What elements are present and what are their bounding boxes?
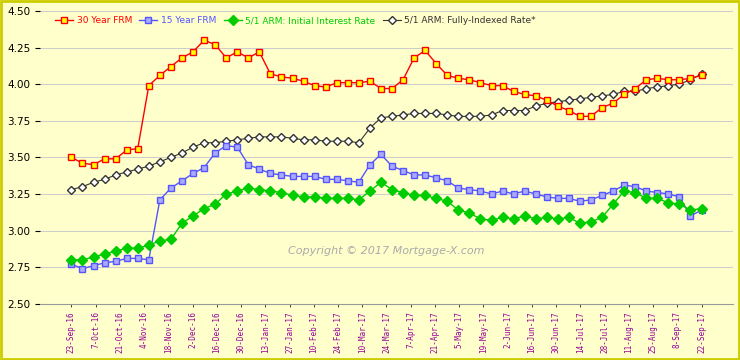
30 Year FRM: [200, 38, 209, 42]
5/1 ARM: Initial Interest Rate: (43, 3.09): Initial Interest Rate: (43, 3.09): [542, 215, 551, 220]
5/1 ARM: Fully-Indexed Rate*: (38, 3.79): Fully-Indexed Rate*: (38, 3.79): [487, 113, 496, 117]
Legend: 30 Year FRM, 15 Year FRM, 5/1 ARM: Initial Interest Rate, 5/1 ARM: Fully-Indexed: 30 Year FRM, 15 Year FRM, 5/1 ARM: Initi…: [51, 13, 539, 29]
15 Year FRM: [67, 262, 76, 266]
5/1 ARM: Fully-Indexed Rate*: (0, 3.28): Fully-Indexed Rate*: (0, 3.28): [67, 188, 76, 192]
15 Year FRM: [233, 145, 242, 149]
30 Year FRM: [619, 92, 628, 96]
30 Year FRM: [244, 56, 253, 60]
5/1 ARM: Initial Interest Rate: (39, 3.09): Initial Interest Rate: (39, 3.09): [498, 215, 507, 220]
5/1 ARM: Fully-Indexed Rate*: (14, 3.61): Fully-Indexed Rate*: (14, 3.61): [222, 139, 231, 143]
5/1 ARM: Fully-Indexed Rate*: (42, 3.85): Fully-Indexed Rate*: (42, 3.85): [531, 104, 540, 108]
Text: Copyright © 2017 Mortgage-X.com: Copyright © 2017 Mortgage-X.com: [289, 246, 485, 256]
30 Year FRM: [89, 162, 98, 167]
15 Year FRM: [222, 144, 231, 148]
5/1 ARM: Fully-Indexed Rate*: (13, 3.6): Fully-Indexed Rate*: (13, 3.6): [211, 140, 220, 145]
5/1 ARM: Fully-Indexed Rate*: (57, 4.07): Fully-Indexed Rate*: (57, 4.07): [697, 72, 706, 76]
Line: 5/1 ARM: Fully-Indexed Rate*: 5/1 ARM: Fully-Indexed Rate*: [69, 71, 704, 192]
30 Year FRM: [697, 73, 706, 77]
Line: 30 Year FRM: 30 Year FRM: [69, 37, 704, 167]
Line: 15 Year FRM: 15 Year FRM: [69, 143, 704, 271]
5/1 ARM: Initial Interest Rate: (55, 3.18): Initial Interest Rate: (55, 3.18): [675, 202, 684, 206]
30 Year FRM: [67, 155, 76, 159]
30 Year FRM: [509, 89, 518, 94]
5/1 ARM: Initial Interest Rate: (14, 3.25): Initial Interest Rate: (14, 3.25): [222, 192, 231, 196]
30 Year FRM: [554, 104, 562, 108]
Line: 5/1 ARM: Initial Interest Rate: 5/1 ARM: Initial Interest Rate: [68, 179, 705, 263]
15 Year FRM: [509, 192, 518, 196]
5/1 ARM: Initial Interest Rate: (57, 3.15): Initial Interest Rate: (57, 3.15): [697, 206, 706, 211]
15 Year FRM: [244, 162, 253, 167]
5/1 ARM: Initial Interest Rate: (49, 3.18): Initial Interest Rate: (49, 3.18): [609, 202, 618, 206]
15 Year FRM: [78, 266, 87, 271]
30 Year FRM: [675, 78, 684, 82]
5/1 ARM: Initial Interest Rate: (0, 2.8): Initial Interest Rate: (0, 2.8): [67, 258, 76, 262]
30 Year FRM: [233, 50, 242, 54]
5/1 ARM: Initial Interest Rate: (28, 3.33): Initial Interest Rate: (28, 3.33): [377, 180, 386, 184]
5/1 ARM: Fully-Indexed Rate*: (48, 3.92): Fully-Indexed Rate*: (48, 3.92): [598, 94, 607, 98]
15 Year FRM: [675, 195, 684, 199]
15 Year FRM: [697, 208, 706, 212]
5/1 ARM: Initial Interest Rate: (13, 3.18): Initial Interest Rate: (13, 3.18): [211, 202, 220, 206]
15 Year FRM: [554, 196, 562, 201]
15 Year FRM: [619, 183, 628, 187]
5/1 ARM: Fully-Indexed Rate*: (55, 4): Fully-Indexed Rate*: (55, 4): [675, 82, 684, 86]
